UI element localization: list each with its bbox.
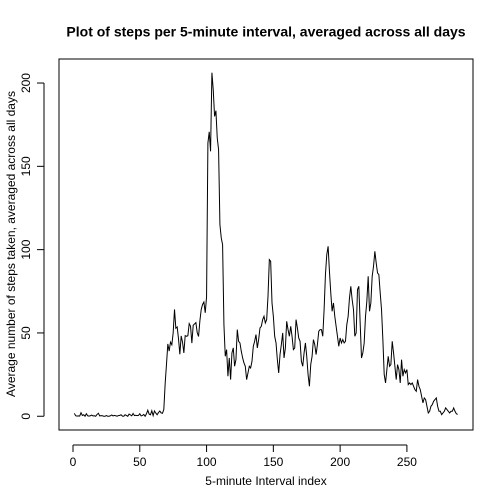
data-line: [73, 72, 458, 418]
y-tick-label: 200: [19, 73, 33, 93]
x-tick-label: 100: [197, 455, 217, 469]
y-tick-label: 0: [19, 413, 33, 420]
x-tick-label: 0: [70, 455, 77, 469]
x-tick-label: 150: [263, 455, 283, 469]
x-tick-label: 200: [330, 455, 350, 469]
y-tick-label: 50: [19, 326, 33, 340]
chart-title: Plot of steps per 5-minute interval, ave…: [66, 24, 465, 40]
x-tick-label: 50: [133, 455, 147, 469]
plot-box: [58, 58, 474, 431]
x-tick-label: 250: [397, 455, 417, 469]
y-tick-label: 100: [19, 239, 33, 259]
y-tick-label: 150: [19, 156, 33, 176]
y-axis-label: Average number of steps taken, averaged …: [4, 91, 18, 397]
x-axis-label: 5-minute Interval index: [205, 474, 326, 488]
